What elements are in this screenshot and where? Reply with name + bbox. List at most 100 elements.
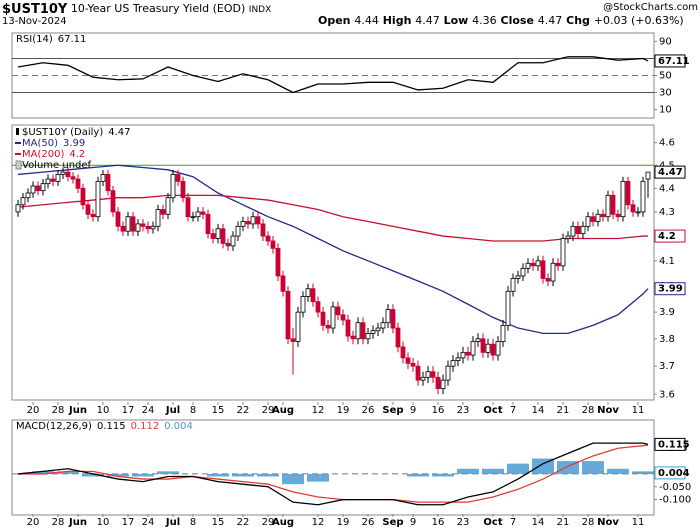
histogram-bar bbox=[632, 471, 654, 474]
candle-body bbox=[460, 351, 466, 359]
x-tick-label: 22 bbox=[237, 405, 250, 416]
candle-body bbox=[575, 225, 581, 235]
legend: MA(50) 3.99 bbox=[22, 138, 85, 149]
low-label: Low bbox=[444, 14, 469, 27]
y-tick-label: 4.3 bbox=[659, 207, 675, 218]
credit: @StockCharts.com bbox=[603, 2, 698, 13]
candle-body bbox=[570, 225, 576, 237]
candle-body bbox=[390, 309, 396, 329]
x-tick-label: 11 bbox=[632, 517, 645, 528]
candle-body bbox=[90, 213, 96, 218]
candle-body bbox=[25, 192, 31, 199]
change-value: +0.03 (+0.63%) bbox=[594, 14, 684, 27]
y-tick-label: 3.9 bbox=[659, 307, 675, 318]
histogram-bar bbox=[432, 473, 454, 477]
candle-body bbox=[245, 221, 251, 225]
candle-body bbox=[165, 197, 171, 215]
candle-body bbox=[585, 216, 591, 227]
x-tick-label: Oct bbox=[483, 517, 502, 528]
x-tick-label: 10 bbox=[97, 517, 110, 528]
low-value: 4.36 bbox=[472, 14, 497, 27]
candle-body bbox=[235, 225, 241, 237]
candle-body bbox=[520, 267, 526, 277]
candle-body bbox=[180, 180, 186, 199]
candle-body bbox=[35, 185, 41, 192]
candle-body bbox=[340, 314, 346, 321]
legend: MA(200) 4.2 bbox=[22, 149, 85, 160]
candle-body bbox=[640, 180, 646, 213]
candle-body bbox=[115, 211, 121, 227]
y-tick-label: -0.100 bbox=[659, 495, 691, 506]
candle-body bbox=[360, 322, 366, 340]
x-tick-label: 8 bbox=[190, 405, 196, 416]
x-tick-label: 28 bbox=[52, 517, 65, 528]
x-tick-label: Jun bbox=[68, 405, 87, 416]
x-tick-label: 22 bbox=[237, 517, 250, 528]
candle-body bbox=[635, 211, 641, 214]
x-tick-label: 23 bbox=[457, 405, 470, 416]
x-tick-label: 28 bbox=[52, 405, 65, 416]
candle-body bbox=[120, 225, 126, 232]
candle-body bbox=[365, 333, 371, 340]
x-tick-label: 23 bbox=[457, 517, 470, 528]
candle-body bbox=[230, 235, 236, 247]
x-tick-label: 9 bbox=[410, 517, 416, 528]
candle-body bbox=[215, 228, 221, 239]
legend-label: MA(200) bbox=[22, 149, 64, 160]
candle-body bbox=[530, 262, 536, 267]
candle-body bbox=[200, 211, 206, 215]
candle-body bbox=[420, 376, 426, 381]
candle-body bbox=[625, 180, 631, 206]
candle-body bbox=[345, 319, 351, 337]
candle-body bbox=[110, 190, 116, 213]
candle-body bbox=[85, 204, 91, 215]
x-tick-label: 19 bbox=[337, 517, 350, 528]
candle-body bbox=[355, 322, 361, 340]
candle-body bbox=[440, 379, 446, 389]
x-tick-label: Aug bbox=[272, 517, 294, 528]
candle-body bbox=[225, 243, 231, 247]
x-tick-label: 28 bbox=[582, 517, 595, 528]
y-tick-label: -0.050 bbox=[659, 482, 691, 493]
candle-body bbox=[45, 178, 51, 185]
candle-body bbox=[285, 290, 291, 340]
candle-body bbox=[280, 275, 286, 292]
x-tick-label: 7 bbox=[510, 405, 516, 416]
y-tick-label: 4.1 bbox=[659, 256, 675, 267]
histogram-bar bbox=[107, 473, 129, 477]
legend: Volume undef bbox=[22, 160, 92, 171]
x-tick-label: 26 bbox=[362, 517, 375, 528]
value-tag-label: 0.115 bbox=[658, 439, 690, 450]
legend: MACD(12,26,9) 0.115 0.112 0.004 bbox=[16, 421, 193, 432]
symbol: $UST10Y bbox=[2, 2, 68, 17]
legend-value: 3.99 bbox=[63, 138, 85, 149]
legend: $UST10Y (Daily) 4.47 bbox=[22, 127, 131, 138]
candle-body bbox=[560, 238, 566, 267]
candle-body bbox=[195, 211, 201, 218]
x-tick-label: 28 bbox=[582, 405, 595, 416]
candle-body bbox=[400, 346, 406, 359]
candle-body bbox=[335, 306, 341, 316]
candle-body bbox=[260, 223, 266, 237]
candle-body bbox=[350, 335, 356, 340]
histogram-bar bbox=[57, 471, 79, 474]
candle-body bbox=[540, 260, 546, 279]
candle-body bbox=[290, 338, 296, 342]
candle-body bbox=[600, 213, 606, 218]
value-tag-label: 0.004 bbox=[658, 468, 690, 479]
candle-body bbox=[270, 240, 276, 249]
series-line bbox=[17, 194, 648, 242]
histogram-bar bbox=[532, 458, 554, 474]
x-tick-label: 12 bbox=[312, 517, 325, 528]
x-tick-label: Sep bbox=[382, 517, 403, 528]
candle-body bbox=[375, 327, 381, 332]
candle-body bbox=[15, 204, 21, 213]
candle-body bbox=[30, 185, 36, 194]
candle-body bbox=[435, 376, 441, 389]
x-tick-label: 26 bbox=[362, 405, 375, 416]
candle-body bbox=[465, 351, 471, 356]
candle-body bbox=[645, 171, 651, 180]
candle-body bbox=[300, 296, 306, 313]
instrument-name: 10-Year US Treasury Yield (EOD) bbox=[71, 2, 245, 15]
x-tick-label: 21 bbox=[557, 517, 570, 528]
